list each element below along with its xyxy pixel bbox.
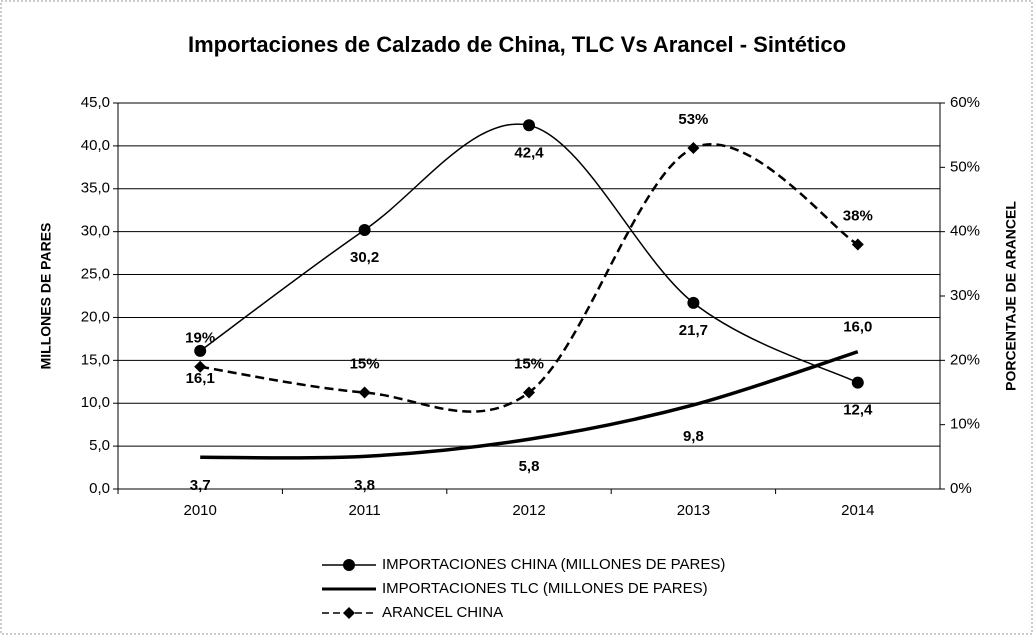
point bbox=[358, 223, 371, 236]
point bbox=[523, 386, 535, 399]
legend-label: IMPORTACIONES TLC (MILLONES DE PARES) bbox=[382, 580, 708, 597]
y2-tick-label: 0% bbox=[950, 480, 972, 497]
y-tick-label: 40,0 bbox=[81, 137, 110, 154]
value-label: 16,0 bbox=[843, 319, 872, 336]
y2-tick-label: 10% bbox=[950, 416, 980, 433]
y2-tick-label: 40% bbox=[950, 223, 980, 240]
value-label: 53% bbox=[678, 111, 708, 128]
chart-title: Importaciones de Calzado de China, TLC V… bbox=[188, 32, 846, 57]
value-label: 15% bbox=[514, 355, 544, 372]
value-label: 30,2 bbox=[350, 249, 379, 266]
point bbox=[194, 360, 207, 373]
y2-axis-label: PORCENTAJE DE ARANCEL bbox=[1003, 201, 1019, 391]
value-label: 9,8 bbox=[683, 428, 704, 445]
point bbox=[194, 344, 207, 357]
value-label: 3,7 bbox=[190, 477, 211, 494]
value-label: 21,7 bbox=[679, 322, 708, 339]
x-tick-label: 2010 bbox=[184, 502, 217, 519]
y-tick-label: 10,0 bbox=[81, 394, 110, 411]
series-line bbox=[200, 143, 859, 413]
y-tick-label: 25,0 bbox=[81, 266, 110, 283]
point bbox=[358, 386, 371, 399]
y-tick-label: 45,0 bbox=[81, 94, 110, 111]
value-label: 19% bbox=[185, 330, 215, 347]
y-tick-label: 5,0 bbox=[89, 437, 110, 454]
value-label: 15% bbox=[350, 355, 380, 372]
x-tick-label: 2011 bbox=[348, 502, 380, 519]
y-axis-label: MILLONES DE PARES bbox=[38, 223, 54, 370]
point bbox=[851, 238, 864, 251]
point bbox=[687, 142, 700, 155]
y-tick-label: 20,0 bbox=[81, 308, 110, 325]
legend-label: ARANCEL CHINA bbox=[382, 604, 503, 621]
y-tick-label: 30,0 bbox=[81, 223, 110, 240]
legend-label: IMPORTACIONES CHINA (MILLONES DE PARES) bbox=[382, 556, 725, 573]
y-tick-label: 35,0 bbox=[81, 180, 110, 197]
point bbox=[687, 296, 700, 309]
x-tick-label: 2014 bbox=[841, 502, 874, 519]
point bbox=[851, 376, 864, 389]
y-tick-label: 0,0 bbox=[89, 480, 110, 497]
series-line bbox=[200, 350, 859, 460]
y-tick-label: 15,0 bbox=[81, 351, 110, 368]
y2-tick-label: 20% bbox=[950, 351, 980, 368]
value-label: 42,4 bbox=[514, 144, 544, 161]
legend-marker bbox=[343, 559, 355, 571]
y2-tick-label: 30% bbox=[950, 287, 980, 304]
y2-tick-label: 60% bbox=[950, 94, 980, 111]
x-tick-label: 2012 bbox=[512, 502, 545, 519]
y2-tick-label: 50% bbox=[950, 158, 980, 175]
value-label: 38% bbox=[843, 208, 873, 225]
point bbox=[523, 119, 535, 132]
value-label: 16,1 bbox=[186, 370, 215, 387]
x-tick-label: 2013 bbox=[677, 502, 710, 519]
legend-marker bbox=[343, 607, 355, 619]
value-label: 3,8 bbox=[354, 477, 375, 494]
value-label: 12,4 bbox=[843, 402, 873, 419]
value-label: 5,8 bbox=[519, 458, 540, 475]
